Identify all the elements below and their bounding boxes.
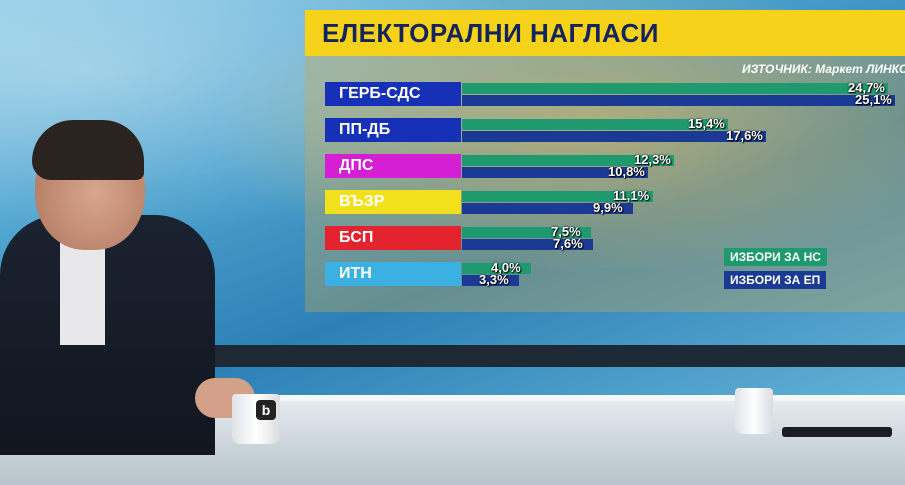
party-label: ДПС [325, 154, 461, 178]
legend-ep: ИЗБОРИ ЗА ЕП [724, 271, 827, 289]
party-label: БСП [325, 226, 461, 250]
data-label: 15,4% [688, 116, 725, 131]
coffee-mug-2 [735, 388, 773, 434]
data-label: 25,1% [855, 92, 892, 107]
bar-ns [462, 83, 888, 94]
mug-logo-icon: b [256, 400, 276, 420]
presenter-hair [32, 120, 144, 180]
data-label: 3,3% [479, 272, 509, 287]
bar-ep [462, 239, 593, 250]
bar-ep [462, 167, 648, 178]
bar-ns [462, 191, 653, 202]
bar-ep [462, 95, 895, 106]
data-label: 17,6% [726, 128, 763, 143]
bar-ns [462, 119, 728, 130]
bar-ep [462, 203, 633, 214]
chart-title: ЕЛЕКТОРАЛНИ НАГЛАСИ [322, 18, 659, 48]
source-note: ИЗТОЧНИК: Маркет ЛИНКС [742, 62, 905, 76]
bar-ns [462, 263, 531, 274]
data-label: 24,7% [848, 80, 885, 95]
party-label: ВЪЗР [325, 190, 461, 214]
bar-ns [462, 155, 674, 166]
party-label: ИТН [325, 262, 461, 286]
data-label: 7,5% [551, 224, 581, 239]
data-label: 11,1% [613, 188, 650, 203]
desk-edge [0, 395, 905, 401]
presenter-jacket [0, 215, 215, 455]
data-label: 12,3% [634, 152, 671, 167]
bar-ep [462, 275, 519, 286]
data-label: 4,0% [491, 260, 521, 275]
party-label: ПП-ДБ [325, 118, 461, 142]
screen-frame [125, 345, 905, 367]
bar-ep [462, 131, 766, 142]
title-bar [305, 10, 905, 56]
data-label: 10,8% [608, 164, 645, 179]
bar-ns [462, 227, 591, 238]
data-label: 7,6% [553, 236, 583, 251]
phone-on-desk [782, 427, 892, 437]
data-label: 9,9% [593, 200, 623, 215]
legend-ns: ИЗБОРИ ЗА НС [724, 248, 827, 266]
party-label: ГЕРБ-СДС [325, 82, 461, 106]
